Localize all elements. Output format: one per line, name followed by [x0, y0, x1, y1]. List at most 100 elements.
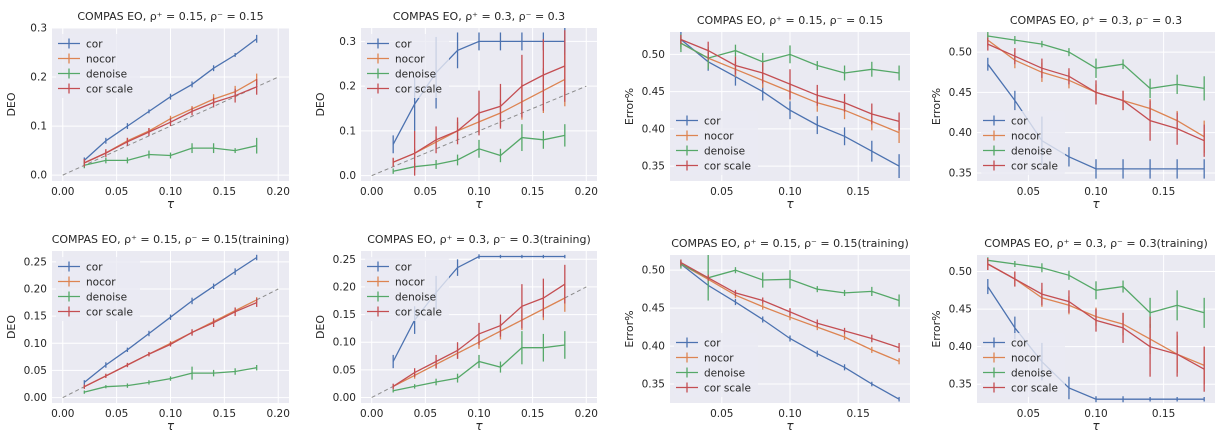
- legend-label: nocor: [395, 277, 425, 289]
- chart-title: COMPAS EO, ρ⁺ = 0.3, ρ⁻ = 0.3: [1010, 14, 1182, 27]
- y-tick-label: 0.05: [333, 364, 356, 376]
- y-tick-label: 0.50: [949, 47, 972, 59]
- legend: cor nocor denoise cor scale: [56, 34, 140, 98]
- y-axis-label: Error%: [623, 310, 636, 347]
- legend: cor nocor denoise cor scale: [981, 111, 1065, 175]
- y-tick-label: 0.40: [642, 341, 665, 353]
- chart-title: COMPAS EO, ρ⁺ = 0.3, ρ⁻ = 0.3: [393, 10, 565, 23]
- x-tick-label: 0.10: [1084, 408, 1107, 420]
- x-tick-label: 0.05: [1017, 186, 1040, 198]
- legend-label: cor: [704, 338, 721, 350]
- legend-label: denoise: [704, 368, 745, 380]
- legend-label: cor scale: [704, 383, 751, 395]
- y-axis-label: DEO: [5, 92, 18, 116]
- x-tick-label: 0.15: [521, 408, 544, 420]
- y-tick-label: 0.50: [642, 49, 665, 61]
- legend-label: cor scale: [86, 307, 133, 319]
- x-tick-label: 0.10: [778, 186, 801, 198]
- x-tick-label: 0.05: [414, 408, 437, 420]
- legend-label: denoise: [1011, 368, 1052, 380]
- chart-panel: 0.00 0.05 0.10 0.15 0.20 0.00 0.05 0.10 0.15 0.20…: [5, 233, 290, 433]
- series-denoise: [392, 331, 566, 393]
- legend-label: cor: [395, 39, 412, 51]
- legend-label: cor: [395, 262, 412, 274]
- x-axis-label: τ: [1092, 197, 1100, 211]
- y-tick-label: 0.25: [333, 254, 356, 266]
- legend-label: nocor: [1011, 353, 1041, 365]
- series-denoise: [987, 257, 1205, 328]
- series-cor-scale: [680, 259, 900, 353]
- series-denoise: [83, 365, 258, 394]
- x-tick-label: 0.15: [521, 186, 544, 198]
- legend-label: cor: [86, 262, 103, 274]
- chart-panel: 0.05 0.10 0.15 0.35 0.40 0.45 0.50 cor nocor deno…: [930, 14, 1215, 211]
- chart-title: COMPAS EO, ρ⁺ = 0.15, ρ⁻ = 0.15: [77, 10, 263, 23]
- y-tick-label: 0.10: [333, 337, 356, 349]
- legend-label: denoise: [395, 292, 436, 304]
- x-axis-label: τ: [167, 197, 175, 211]
- y-tick-label: 0.3: [339, 36, 356, 48]
- y-axis-label: DEO: [314, 315, 327, 339]
- legend-box: [56, 257, 140, 321]
- y-axis-label: DEO: [314, 92, 327, 116]
- series-cor-scale: [987, 258, 1205, 392]
- x-axis-label: τ: [786, 419, 794, 430]
- y-tick-label: 0.0: [339, 170, 356, 182]
- legend-label: cor: [86, 39, 103, 51]
- y-tick-label: 0.50: [642, 265, 665, 277]
- legend-box: [674, 111, 758, 175]
- x-tick-label: 0.15: [213, 186, 236, 198]
- chart-title: COMPAS EO, ρ⁺ = 0.15, ρ⁻ = 0.15(training…: [671, 237, 909, 250]
- series-denoise: [83, 137, 258, 169]
- legend-label: nocor: [86, 54, 116, 66]
- legend-label: nocor: [704, 353, 734, 365]
- x-tick-label: 0.10: [467, 186, 490, 198]
- x-tick-label: 0.10: [467, 408, 490, 420]
- y-tick-label: 0.50: [949, 266, 972, 278]
- legend-label: cor scale: [1011, 383, 1058, 395]
- y-tick-label: 0.2: [30, 72, 47, 84]
- y-tick-label: 0.20: [333, 281, 356, 293]
- x-tick-label: 0.20: [575, 408, 598, 420]
- x-tick-label: 0.05: [710, 408, 733, 420]
- x-tick-label: 0.00: [360, 408, 383, 420]
- y-tick-label: 0.45: [642, 86, 665, 98]
- x-tick-label: 0.15: [846, 186, 869, 198]
- y-axis-label: DEO: [5, 315, 18, 339]
- y-tick-label: 0.35: [949, 379, 972, 391]
- legend-label: nocor: [86, 277, 116, 289]
- y-tick-label: 0.05: [24, 365, 47, 377]
- y-tick-label: 0.00: [24, 392, 47, 404]
- chart-panel: 0.00 0.05 0.10 0.15 0.20 0.0 0.1 0.2 0.3 cor nocor…: [5, 10, 290, 211]
- legend-label: cor scale: [704, 161, 751, 173]
- chart-panel: 0.00 0.05 0.10 0.15 0.20 0.0 0.1 0.2 0.3 cor nocor…: [314, 10, 598, 211]
- y-tick-label: 0.40: [642, 123, 665, 135]
- x-tick-label: 0.20: [267, 186, 290, 198]
- chart-title: COMPAS EO, ρ⁺ = 0.15, ρ⁻ = 0.15(training…: [52, 233, 290, 246]
- legend: cor nocor denoise cor scale: [365, 257, 449, 321]
- legend: cor nocor denoise cor scale: [674, 111, 758, 175]
- x-axis-label: τ: [475, 419, 483, 430]
- legend-box: [981, 333, 1065, 397]
- x-axis-label: τ: [1092, 419, 1100, 430]
- y-axis-label: Error%: [930, 88, 943, 125]
- y-tick-label: 0.0: [30, 170, 47, 182]
- legend-box: [981, 111, 1065, 175]
- legend-label: cor scale: [395, 307, 442, 319]
- y-tick-label: 0.15: [333, 309, 356, 321]
- x-tick-label: 0.05: [414, 186, 437, 198]
- legend-label: cor: [704, 116, 721, 128]
- x-axis-label: τ: [167, 419, 175, 430]
- chart-title: COMPAS EO, ρ⁺ = 0.3, ρ⁻ = 0.3(training): [984, 237, 1208, 250]
- series-cor-scale: [392, 30, 566, 176]
- legend-label: denoise: [86, 292, 127, 304]
- y-tick-label: 0.15: [24, 311, 47, 323]
- y-tick-label: 0.35: [642, 161, 665, 173]
- legend-box: [365, 34, 449, 98]
- x-tick-label: 0.05: [105, 408, 128, 420]
- legend-label: nocor: [704, 131, 734, 143]
- x-tick-label: 0.10: [159, 408, 182, 420]
- legend-label: denoise: [704, 146, 745, 158]
- y-tick-label: 0.45: [949, 304, 972, 316]
